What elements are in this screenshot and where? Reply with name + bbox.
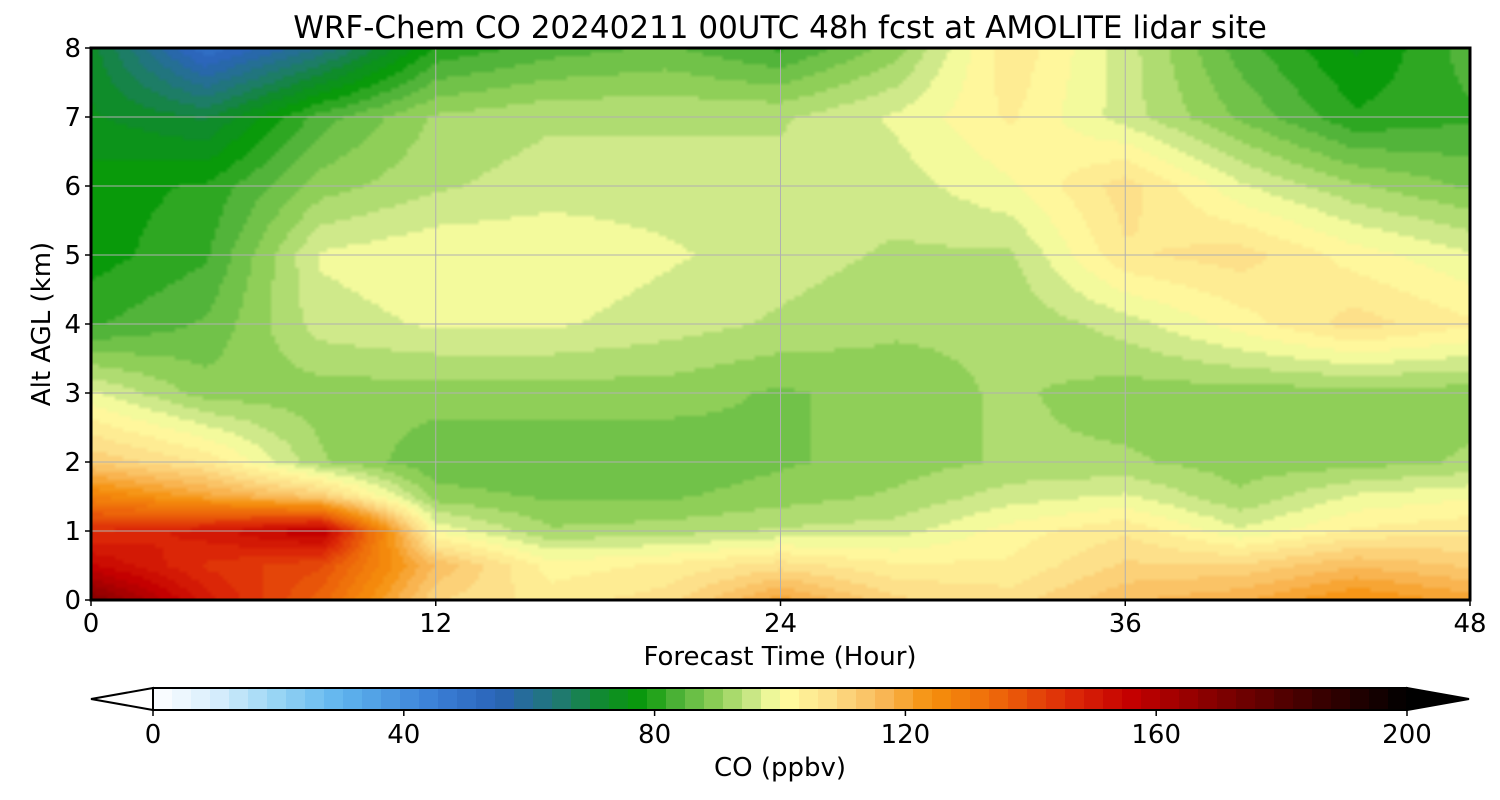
x-tick-label: 0 bbox=[83, 609, 100, 639]
colorbar-tick-label: 0 bbox=[145, 720, 162, 750]
colorbar-tick-label: 120 bbox=[881, 720, 931, 750]
colorbar-tick-label: 160 bbox=[1131, 720, 1181, 750]
colorbar-tick-label: 200 bbox=[1382, 720, 1432, 750]
colorbar-extend-high bbox=[1406, 686, 1470, 712]
y-tick-label: 6 bbox=[64, 172, 81, 202]
x-tick-label: 24 bbox=[764, 609, 797, 639]
y-tick-label: 7 bbox=[64, 103, 81, 133]
x-tick-label: 48 bbox=[1453, 609, 1486, 639]
x-tick-label: 36 bbox=[1109, 609, 1142, 639]
y-tick-label: 0 bbox=[64, 586, 81, 616]
colorbar-tick-label: 40 bbox=[387, 720, 420, 750]
colorbar-extend-low bbox=[90, 686, 154, 712]
x-tick-label: 12 bbox=[419, 609, 452, 639]
y-tick-label: 1 bbox=[64, 517, 81, 547]
colorbar: 0 40 80 120 160 200 CO (ppbv) bbox=[90, 686, 1470, 783]
y-axis-label: Alt AGL (km) bbox=[27, 242, 57, 406]
colorbar-ramp bbox=[152, 687, 1408, 711]
y-tick-label: 3 bbox=[64, 379, 81, 409]
y-tick-label: 2 bbox=[64, 448, 81, 478]
x-axis-label: Forecast Time (Hour) bbox=[643, 642, 916, 672]
y-axis-ticks: 0 1 2 3 4 5 6 7 8 bbox=[64, 34, 91, 616]
y-tick-label: 5 bbox=[64, 241, 81, 271]
colorbar-label: CO (ppbv) bbox=[714, 753, 846, 783]
colorbar-tick-label: 80 bbox=[638, 720, 671, 750]
chart-title: WRF-Chem CO 20240211 00UTC 48h fcst at A… bbox=[293, 10, 1267, 46]
colorbar-ticks: 0 40 80 120 160 200 bbox=[145, 710, 1432, 750]
x-axis-ticks: 0 12 24 36 48 bbox=[83, 600, 1487, 639]
y-tick-label: 4 bbox=[64, 310, 81, 340]
y-tick-label: 8 bbox=[64, 34, 81, 64]
